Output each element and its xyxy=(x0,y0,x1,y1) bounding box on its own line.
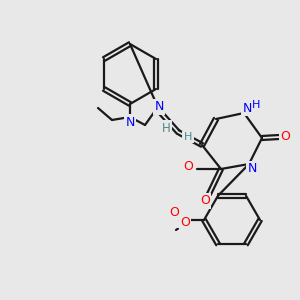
Text: H: H xyxy=(252,100,260,110)
Text: H: H xyxy=(162,122,170,134)
Text: O: O xyxy=(280,130,290,143)
Text: H: H xyxy=(184,132,192,142)
Text: N: N xyxy=(242,101,252,115)
Text: N: N xyxy=(154,100,164,113)
Text: O: O xyxy=(177,214,187,226)
Text: O: O xyxy=(169,206,179,218)
Text: N: N xyxy=(247,163,257,176)
Text: N: N xyxy=(125,116,135,128)
Text: O: O xyxy=(180,217,190,230)
Text: O: O xyxy=(200,194,210,208)
Text: O: O xyxy=(183,160,193,173)
